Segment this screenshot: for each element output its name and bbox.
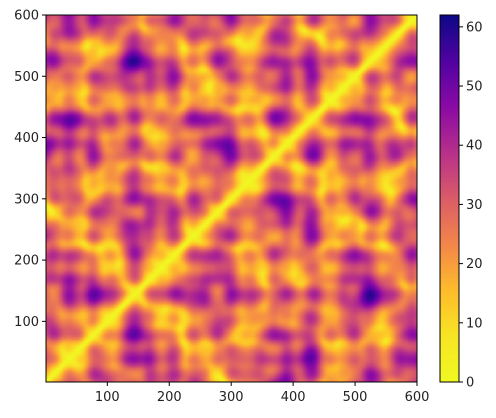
y-tick-label: 500 [14,70,39,85]
y-tick-label: 100 [14,315,39,330]
colorbar-frame [439,14,460,383]
colorbar-tick-label: 50 [466,80,483,95]
colorbar-tick-label: 30 [466,198,483,213]
x-tick-label: 100 [95,390,120,405]
colorbar-gradient [440,15,459,382]
colorbar-ticks: 0 10 20 30 40 50 60 [459,20,483,391]
x-tick-label: 400 [281,390,306,405]
heatmap-frame [45,14,418,383]
x-tick-label: 200 [157,390,182,405]
colorbar-tick-label: 60 [466,20,483,35]
y-axis-ticks: 100 200 300 400 500 600 [14,9,46,330]
colorbar-tick-label: 0 [466,376,474,391]
y-tick-label: 600 [14,9,39,24]
y-tick-label: 400 [14,131,39,146]
colorbar-tick-label: 40 [466,139,483,154]
colorbar-tick-label: 10 [466,316,483,331]
heatmap-image [46,15,417,382]
colorbar-border [439,14,460,383]
colorbar-tick-label: 20 [466,257,483,272]
x-tick-label: 300 [219,390,244,405]
x-tick-label: 600 [405,390,430,405]
y-tick-label: 200 [14,254,39,269]
plot-border [45,14,418,383]
x-axis-ticks: 100 200 300 400 500 600 [95,382,430,405]
x-tick-label: 500 [343,390,368,405]
y-tick-label: 300 [14,192,39,207]
